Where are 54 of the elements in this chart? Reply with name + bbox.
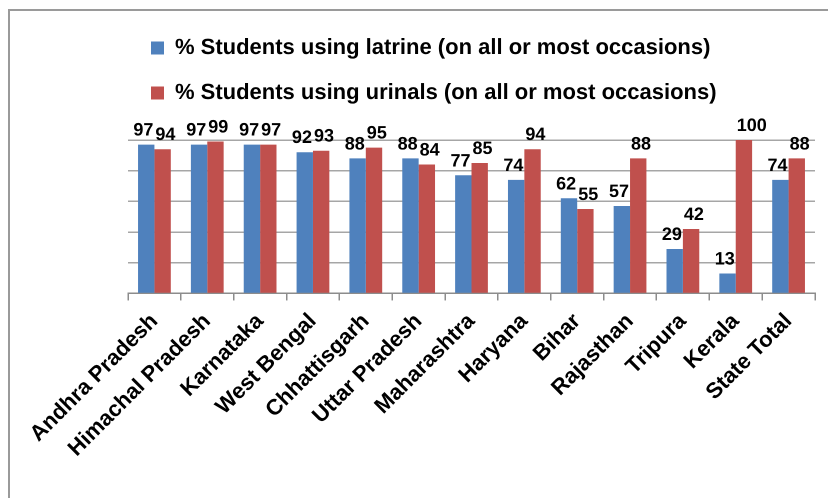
bar <box>772 180 789 293</box>
data-label: 88 <box>398 133 418 154</box>
data-label: 77 <box>450 150 470 170</box>
data-label: 88 <box>790 133 810 154</box>
data-label: 95 <box>366 122 387 143</box>
bar <box>719 274 736 293</box>
bar <box>788 158 805 293</box>
data-label: 42 <box>684 204 704 224</box>
data-label: 85 <box>472 138 493 158</box>
bar <box>630 158 646 293</box>
data-label: 55 <box>578 184 598 204</box>
data-label: 92 <box>292 127 312 148</box>
bar <box>614 206 630 293</box>
bar <box>349 158 366 293</box>
bar <box>244 144 260 293</box>
bar <box>260 144 276 293</box>
data-label: 62 <box>556 173 576 194</box>
bar <box>402 158 419 293</box>
bar <box>366 148 382 293</box>
data-label: 97 <box>261 120 282 140</box>
data-label: 74 <box>503 154 524 175</box>
legend-label: % Students using urinals (on all or most occasions) <box>175 79 717 104</box>
data-label: 97 <box>186 120 206 140</box>
bar <box>472 163 488 293</box>
data-label: 94 <box>155 124 176 144</box>
legend-label: % Students using latrine (on all or most occasions) <box>175 34 710 60</box>
bar <box>524 149 541 293</box>
bar <box>560 198 578 293</box>
bar <box>296 152 313 293</box>
bar <box>736 140 752 293</box>
data-label: 97 <box>239 120 260 140</box>
data-label: 88 <box>344 133 365 154</box>
bar <box>682 229 700 293</box>
bar <box>207 142 224 293</box>
bar <box>577 209 594 293</box>
bar <box>666 248 683 293</box>
data-label: 84 <box>420 140 440 160</box>
bar <box>508 180 524 293</box>
data-label: 74 <box>768 154 788 175</box>
bar <box>138 144 154 293</box>
bar <box>154 149 171 293</box>
bar <box>455 175 472 293</box>
data-label: 94 <box>525 124 546 144</box>
bar <box>190 144 208 293</box>
data-label: 93 <box>314 126 334 146</box>
data-label: 97 <box>133 120 154 140</box>
bar <box>312 150 330 293</box>
data-label: 57 <box>609 180 630 201</box>
data-label: 100 <box>736 114 767 135</box>
data-label: 13 <box>714 248 735 268</box>
data-label: 99 <box>208 116 228 137</box>
data-label: 29 <box>662 224 682 244</box>
bar <box>418 164 436 293</box>
data-label: 88 <box>631 133 652 154</box>
